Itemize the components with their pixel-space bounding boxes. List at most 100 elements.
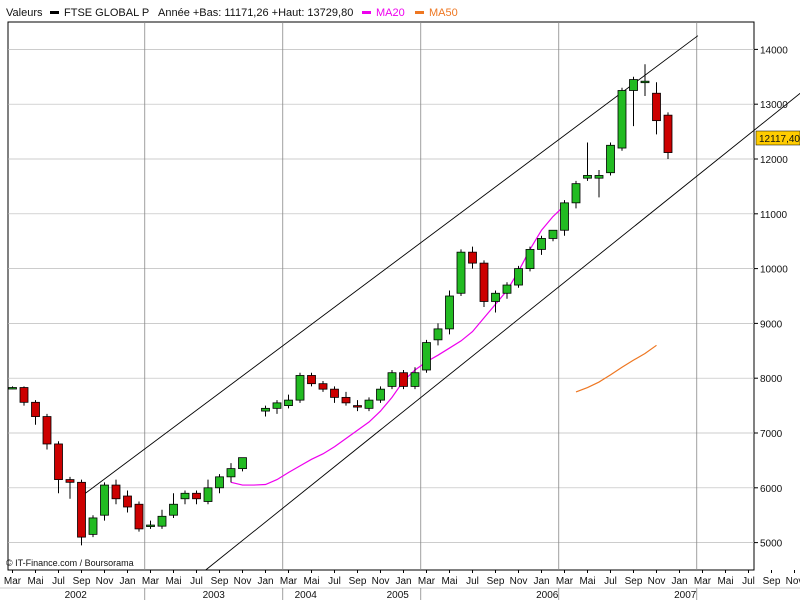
legend: Valeurs FTSE GLOBAL P Année +Bas: 11171,… xyxy=(6,7,458,19)
month-tick-label: Sep xyxy=(625,576,643,587)
month-tick-label: Jul xyxy=(604,576,617,587)
month-tick-label: Sep xyxy=(73,576,91,587)
candle-body-up xyxy=(180,492,190,500)
candle-body-up xyxy=(8,387,17,390)
candle-body-up xyxy=(606,144,615,174)
candle-body-up xyxy=(387,372,397,387)
candle-body-up xyxy=(640,80,650,84)
candle-body-down xyxy=(192,492,201,500)
month-tick-label: Jan xyxy=(395,576,411,587)
legend-series-name: FTSE GLOBAL P xyxy=(64,7,149,19)
month-tick-label: Nov xyxy=(648,576,666,587)
candle-body-down xyxy=(134,503,144,530)
candle-body-up xyxy=(571,183,581,204)
legend-ma20-label: MA20 xyxy=(376,7,405,19)
month-tick-label: Sep xyxy=(211,576,229,587)
candle-body-down xyxy=(42,416,52,445)
month-tick-label: Mai xyxy=(303,576,319,587)
x-axis: Mar Mai Jul Sep Nov Jan Mar Mai Jul Sep Nov Jan Mar M… xyxy=(0,570,800,600)
y-tick-label: 12000 xyxy=(760,155,788,166)
year-label: 2005 xyxy=(387,590,410,600)
candle-body-down xyxy=(479,262,489,302)
candle-body-up xyxy=(169,503,178,516)
legend-series-swatch xyxy=(50,11,59,14)
last-price-box xyxy=(755,130,800,146)
month-tick-label: Jan xyxy=(257,576,273,587)
candle-body-up xyxy=(157,515,167,527)
month-tick-label: Jul xyxy=(52,576,65,587)
candle-body-up xyxy=(629,79,638,91)
candle-body-up xyxy=(376,388,385,401)
month-tick-label: Sep xyxy=(349,576,367,587)
candle-body-down xyxy=(652,92,661,122)
candle-body-up xyxy=(100,484,109,516)
candle-body-up xyxy=(410,372,420,387)
month-tick-label: Jan xyxy=(671,576,687,587)
candle-body-up xyxy=(272,402,282,409)
candle-body-up xyxy=(525,249,535,269)
candle-body-up xyxy=(215,476,224,489)
candle-body-up xyxy=(203,487,213,502)
legend-ma50-swatch xyxy=(415,11,424,14)
candle-body-up xyxy=(560,202,569,231)
channel-upper-line xyxy=(77,35,699,500)
month-tick-label: Jan xyxy=(119,576,135,587)
month-tick-label: Mar xyxy=(556,576,574,587)
copyright: © IT-Finance.com / Boursorama xyxy=(6,558,134,568)
candle-body-down xyxy=(341,396,351,404)
trend-channel xyxy=(77,35,800,571)
candle-body-up xyxy=(617,90,627,149)
candle-body-up xyxy=(514,268,523,286)
y-tick-label: 6000 xyxy=(760,484,783,495)
candle-body-down xyxy=(77,481,86,538)
month-tick-label: Nov xyxy=(372,576,390,587)
y-tick-label: 11000 xyxy=(760,210,788,221)
y-axis: 5000 6000 7000 8000 9000 10000 11000 12000 13000… xyxy=(754,45,788,550)
ma50-line xyxy=(575,344,657,393)
legend-stats: Année +Bas: 11171,26 +Haut: 13729,80 xyxy=(158,7,353,19)
year-label: 2004 xyxy=(295,590,318,600)
month-tick-label: Mai xyxy=(717,576,733,587)
candle-body-down xyxy=(663,114,673,153)
candle-body-down xyxy=(330,388,339,398)
candle-body-down xyxy=(111,484,121,500)
candle-body-up xyxy=(502,284,512,294)
candle-body-up xyxy=(238,457,247,470)
candle-body-up xyxy=(456,251,466,294)
candle-body-down xyxy=(123,495,132,508)
y-tick-label: 13000 xyxy=(760,100,788,111)
grid-layer xyxy=(8,22,754,570)
candle-body-up xyxy=(583,175,592,179)
candle-body-up xyxy=(537,238,546,250)
y-tick-label: 10000 xyxy=(760,265,788,276)
year-label: 2003 xyxy=(203,590,226,600)
month-tick-label: Mar xyxy=(4,576,22,587)
candle-body-up xyxy=(88,517,98,535)
legend-valeurs: Valeurs xyxy=(6,7,43,19)
year-label: 2002 xyxy=(65,590,88,600)
y-tick-label: 7000 xyxy=(760,429,783,440)
candle-body-up xyxy=(261,407,270,412)
candle-body-up xyxy=(284,399,293,406)
month-tick-label: Jan xyxy=(533,576,549,587)
last-price-label: 12117,40 xyxy=(759,134,800,145)
y-tick-label: 14000 xyxy=(760,45,788,56)
legend-ma20-swatch xyxy=(362,11,371,14)
month-tick-label: Jul xyxy=(466,576,479,587)
candle-body-up xyxy=(422,342,431,371)
y-tick-label: 8000 xyxy=(760,374,783,385)
month-tick-label: Mai xyxy=(579,576,595,587)
year-label: 2006 xyxy=(536,590,559,600)
candle-body-up xyxy=(226,468,236,478)
candle-body-down xyxy=(318,383,328,390)
candle-body-down xyxy=(307,375,316,385)
candle-body-down xyxy=(54,443,63,480)
candle-body-down xyxy=(31,401,40,417)
candle-body-down xyxy=(65,479,75,483)
candle-body-down xyxy=(399,372,408,387)
plot-area xyxy=(7,21,755,571)
month-tick-label: Nov xyxy=(96,576,114,587)
candle-body-up xyxy=(548,229,558,239)
month-tick-label: Nov xyxy=(234,576,252,587)
month-tick-label: Sep xyxy=(487,576,505,587)
